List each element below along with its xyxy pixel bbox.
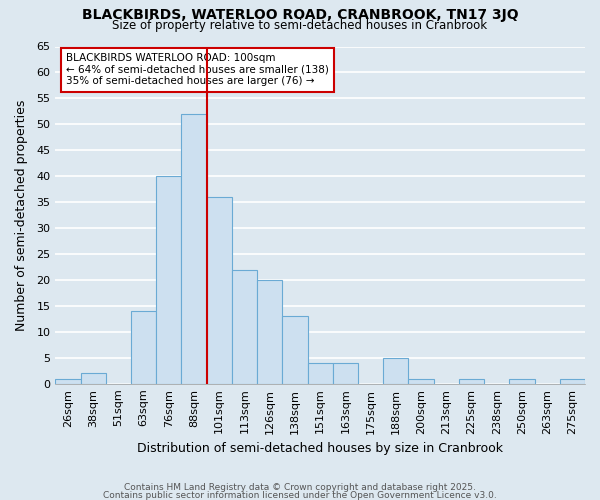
Bar	[80, 374, 106, 384]
Bar	[509, 378, 535, 384]
Bar	[308, 363, 333, 384]
Bar	[156, 176, 181, 384]
Bar	[257, 280, 283, 384]
Bar	[206, 197, 232, 384]
Bar	[131, 311, 156, 384]
Text: Contains HM Land Registry data © Crown copyright and database right 2025.: Contains HM Land Registry data © Crown c…	[124, 484, 476, 492]
Bar	[459, 378, 484, 384]
Text: Size of property relative to semi-detached houses in Cranbrook: Size of property relative to semi-detach…	[112, 19, 488, 32]
Bar	[232, 270, 257, 384]
Bar	[383, 358, 409, 384]
Bar	[333, 363, 358, 384]
Text: Contains public sector information licensed under the Open Government Licence v3: Contains public sector information licen…	[103, 491, 497, 500]
Bar	[560, 378, 585, 384]
Bar	[283, 316, 308, 384]
Text: BLACKBIRDS, WATERLOO ROAD, CRANBROOK, TN17 3JQ: BLACKBIRDS, WATERLOO ROAD, CRANBROOK, TN…	[82, 8, 518, 22]
Y-axis label: Number of semi-detached properties: Number of semi-detached properties	[15, 100, 28, 331]
Bar	[181, 114, 206, 384]
X-axis label: Distribution of semi-detached houses by size in Cranbrook: Distribution of semi-detached houses by …	[137, 442, 503, 455]
Bar	[409, 378, 434, 384]
Text: BLACKBIRDS WATERLOO ROAD: 100sqm
← 64% of semi-detached houses are smaller (138): BLACKBIRDS WATERLOO ROAD: 100sqm ← 64% o…	[66, 53, 329, 86]
Bar	[55, 378, 80, 384]
